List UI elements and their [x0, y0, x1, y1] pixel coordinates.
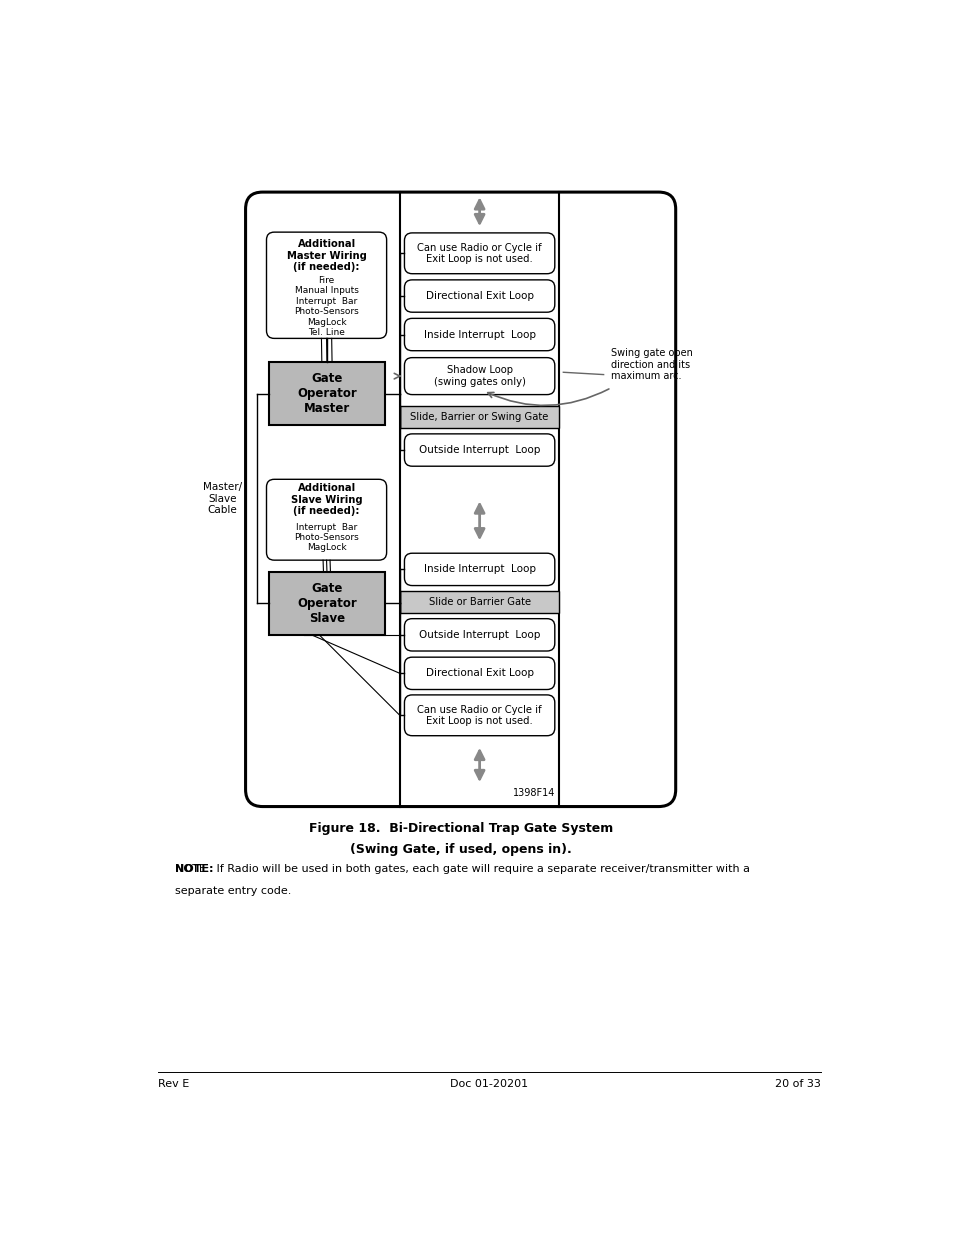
Text: 1398F14: 1398F14 [513, 788, 555, 798]
Text: Rev E: Rev E [158, 1078, 189, 1089]
Text: Gate
Operator
Master: Gate Operator Master [296, 372, 356, 415]
FancyBboxPatch shape [245, 193, 675, 806]
Text: Figure 18.  Bi-Directional Trap Gate System: Figure 18. Bi-Directional Trap Gate Syst… [308, 821, 612, 835]
Text: Outside Interrupt  Loop: Outside Interrupt Loop [418, 445, 539, 454]
FancyBboxPatch shape [404, 358, 555, 395]
Text: Can use Radio or Cycle if
Exit Loop is not used.: Can use Radio or Cycle if Exit Loop is n… [416, 704, 541, 726]
FancyBboxPatch shape [404, 280, 555, 312]
Text: separate entry code.: separate entry code. [174, 885, 291, 895]
Text: Additional
Master Wiring
(if needed):: Additional Master Wiring (if needed): [286, 238, 366, 272]
Text: NOTE:: NOTE: [174, 864, 213, 874]
FancyBboxPatch shape [404, 319, 555, 351]
FancyBboxPatch shape [266, 232, 386, 338]
Bar [269, 572, 385, 635]
FancyBboxPatch shape [266, 479, 386, 561]
Text: NOTE:  If Radio will be used in both gates, each gate will require a separate re: NOTE: If Radio will be used in both gate… [174, 864, 749, 874]
Text: Directional Exit Loop: Directional Exit Loop [425, 291, 533, 301]
Bar [269, 362, 385, 425]
FancyBboxPatch shape [404, 657, 555, 689]
Text: Swing gate open
direction and its
maximum arc.: Swing gate open direction and its maximu… [611, 348, 693, 382]
Text: Can use Radio or Cycle if
Exit Loop is not used.: Can use Radio or Cycle if Exit Loop is n… [416, 242, 541, 264]
Text: Outside Interrupt  Loop: Outside Interrupt Loop [418, 630, 539, 640]
Text: Doc 01-20201: Doc 01-20201 [450, 1078, 527, 1089]
Text: Directional Exit Loop: Directional Exit Loop [425, 668, 533, 678]
Bar [399, 592, 558, 613]
Text: (Swing Gate, if used, opens in).: (Swing Gate, if used, opens in). [350, 844, 571, 856]
Text: Inside Interrupt  Loop: Inside Interrupt Loop [423, 330, 535, 340]
FancyBboxPatch shape [404, 433, 555, 466]
Bar [399, 406, 558, 427]
Text: Fire
Manual Inputs
Interrupt  Bar
Photo-Sensors
MagLock
Tel. Line: Fire Manual Inputs Interrupt Bar Photo-S… [294, 275, 358, 337]
Text: 20 of 33: 20 of 33 [774, 1078, 820, 1089]
Text: Master/
Slave
Cable: Master/ Slave Cable [203, 482, 242, 515]
Text: Slide, Barrier or Swing Gate: Slide, Barrier or Swing Gate [410, 412, 548, 422]
Text: Additional
Slave Wiring
(if needed):: Additional Slave Wiring (if needed): [291, 483, 362, 516]
Text: Inside Interrupt  Loop: Inside Interrupt Loop [423, 564, 535, 574]
Text: Shadow Loop
(swing gates only): Shadow Loop (swing gates only) [434, 366, 525, 387]
Text: Interrupt  Bar
Photo-Sensors
MagLock: Interrupt Bar Photo-Sensors MagLock [294, 522, 358, 552]
FancyBboxPatch shape [404, 233, 555, 274]
FancyBboxPatch shape [404, 619, 555, 651]
FancyBboxPatch shape [404, 695, 555, 736]
Text: Gate
Operator
Slave: Gate Operator Slave [296, 582, 356, 625]
FancyBboxPatch shape [404, 553, 555, 585]
Text: Slide or Barrier Gate: Slide or Barrier Gate [428, 597, 530, 606]
